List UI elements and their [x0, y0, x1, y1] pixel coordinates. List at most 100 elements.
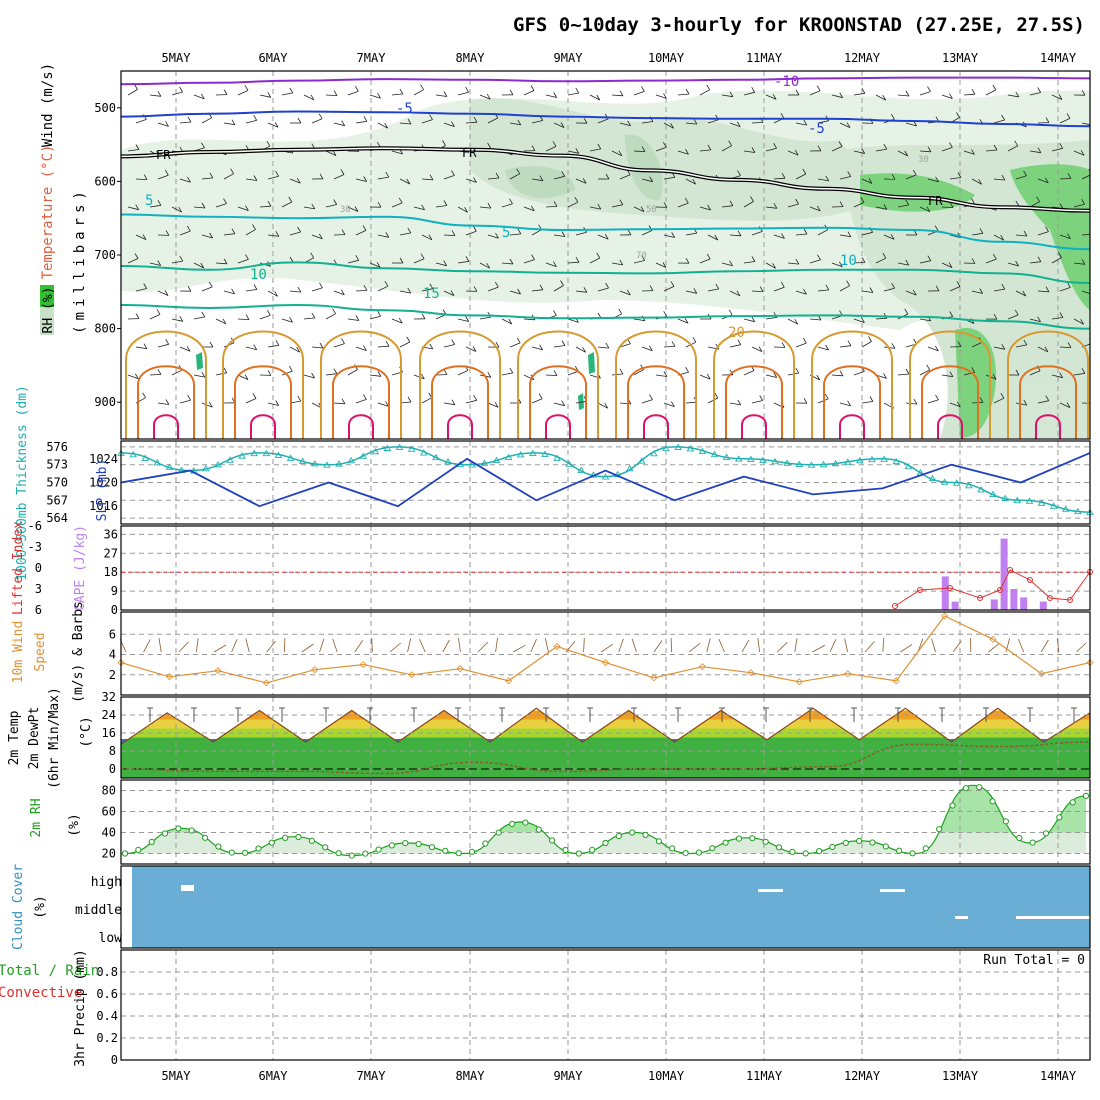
wind-barb-flag	[143, 343, 148, 349]
wind-barb	[1007, 262, 1019, 267]
rh2m-point	[535, 826, 542, 833]
wind-barb-flag	[354, 85, 359, 92]
wind-barb-flag	[1000, 392, 1005, 399]
wind-barb	[509, 233, 521, 236]
wind-barb-flag	[927, 255, 932, 261]
wind-barb	[589, 206, 601, 210]
wind-barb	[157, 290, 169, 296]
wind-barb-flag	[165, 339, 170, 345]
temp-band	[121, 737, 1090, 778]
wind-barb	[663, 176, 675, 180]
wind-barb-flag	[772, 263, 776, 269]
wind-barb	[655, 374, 667, 377]
wind-barb-flag	[201, 371, 206, 378]
day-label-bottom: 7MAY	[357, 1069, 387, 1083]
rh2m-point	[202, 834, 209, 841]
thickness-marker	[1001, 494, 1010, 501]
wind10-tick: 6	[109, 627, 116, 641]
thickness-marker	[831, 459, 840, 467]
wind-barb	[237, 374, 249, 380]
wind-barb-flag	[494, 281, 499, 288]
wind-barb	[633, 206, 645, 212]
wind-barb	[215, 203, 227, 208]
wind-barb-flag	[816, 205, 821, 212]
rh2m-point	[388, 842, 395, 849]
wind-barb	[545, 262, 557, 267]
rh2m-point	[468, 848, 476, 855]
precip-tick: 0.2	[96, 1031, 118, 1045]
wind-barb	[765, 206, 777, 209]
wind-barb-flag	[340, 169, 345, 175]
wind-barb	[641, 399, 653, 404]
wind-barb-flag	[663, 93, 667, 99]
wind-barb	[985, 374, 997, 380]
wind10-point	[262, 679, 270, 687]
rh2m-point	[816, 848, 823, 855]
wind-barb-flag	[561, 231, 566, 237]
wind-barb	[377, 176, 389, 180]
thickness-marker	[952, 479, 961, 486]
wind-barb	[575, 178, 587, 184]
wind-barb-flag	[377, 92, 381, 99]
wind-barb	[245, 289, 257, 292]
wind-barb	[267, 344, 279, 348]
wind-barb	[127, 258, 139, 264]
wind-barb	[399, 232, 411, 236]
wind-barb-flag	[253, 284, 258, 290]
rh2m-point	[1029, 839, 1036, 846]
temp-contour-20	[320, 330, 402, 439]
wind-barb-flag	[596, 252, 601, 259]
wind10-barb	[419, 639, 426, 653]
wind-barb	[597, 346, 609, 349]
wind-barb-flag	[759, 286, 764, 292]
wind10-barb	[158, 638, 162, 653]
wind-barb-flag	[451, 399, 456, 405]
wind-barb-flag	[245, 254, 249, 260]
wind-barb-flag	[780, 281, 785, 288]
wind-barb	[941, 206, 954, 208]
wind-barb-flag	[376, 262, 381, 268]
cape-bar	[1000, 538, 1008, 610]
wind-barb-flag	[473, 177, 477, 183]
wind-barb	[875, 257, 887, 264]
wind-barb-flag	[861, 257, 866, 263]
wind-barb	[553, 345, 565, 348]
wind-barb	[135, 288, 147, 292]
wind-barb	[919, 91, 931, 96]
wind10-barb	[794, 638, 798, 653]
wind-barb	[963, 150, 975, 155]
wind-barb-flag	[487, 202, 492, 209]
rh2m-band	[164, 785, 1086, 833]
wind-barb	[589, 148, 601, 152]
wind-barb-flag	[649, 285, 654, 291]
wind-barb-flag	[179, 316, 184, 322]
wind-barb	[641, 230, 653, 236]
wind-barb	[743, 91, 755, 96]
wind-barb-flag	[398, 197, 403, 204]
tick-label: 600	[94, 174, 116, 188]
wind-barb	[655, 146, 667, 152]
wind-barb	[531, 229, 542, 236]
lifted-point	[1047, 595, 1053, 601]
wind-barb	[193, 206, 206, 209]
wind-barb	[971, 342, 983, 348]
wind-barb	[377, 122, 388, 129]
wind-barb	[523, 318, 536, 321]
wind-barb-flag	[948, 262, 953, 268]
thickness-marker	[734, 455, 743, 462]
wind-barb	[127, 374, 139, 380]
lifted-tick: 6	[35, 603, 42, 617]
wind-barb	[1029, 92, 1041, 96]
wind-barb	[171, 260, 183, 264]
wind-barb	[347, 90, 359, 96]
day-labels-top: 5MAY 6MAY 7MAY 8MAY 9MAY 10MAY 11MAY 12MAY 13MAY…	[162, 51, 1077, 65]
wind-barb	[193, 94, 205, 100]
wind-barb	[589, 94, 600, 101]
wind-barb-flag	[429, 283, 434, 289]
wind-barb-flag	[377, 310, 381, 317]
wind-barb	[927, 178, 939, 183]
wind-barb	[861, 290, 873, 293]
wind-barb	[281, 201, 292, 208]
wind-barb	[743, 201, 754, 208]
